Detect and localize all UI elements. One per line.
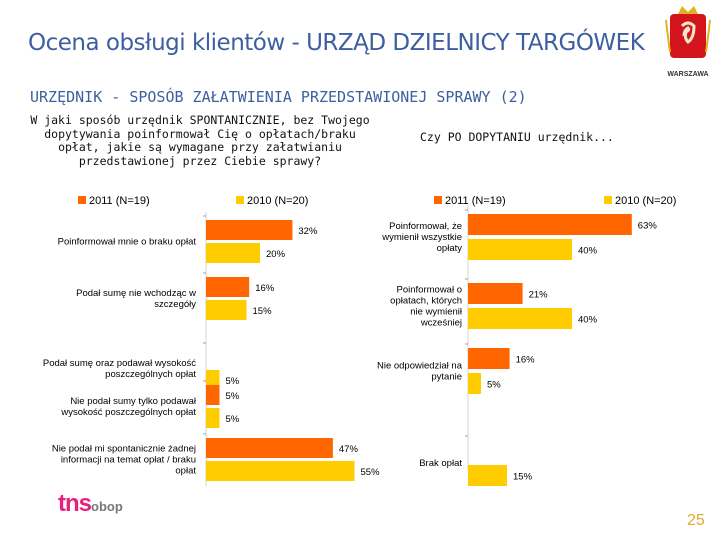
brand-main: tns — [58, 490, 92, 517]
data-label-0-1-1: 15% — [253, 306, 273, 317]
data-label-1-1-1: 40% — [578, 315, 598, 326]
data-label-1-0-0: 63% — [638, 221, 658, 232]
category-label-1-2: Nie odpowiedział na pytanie — [377, 361, 463, 383]
data-label-1-0-1: 21% — [529, 290, 549, 301]
category-label-0-4: Nie podał mi spontanicznie żadnej informa… — [52, 444, 197, 477]
legend-swatch-0-0 — [78, 196, 86, 204]
bar-0-1-1 — [206, 300, 247, 320]
data-label-0-1-2: 5% — [226, 376, 240, 387]
tns-obop-logo: tnsobop — [58, 490, 123, 518]
data-label-0-0-3: 5% — [226, 391, 240, 402]
category-label-1-0: Poinformował, że wymienił wszystkie opłaty — [381, 221, 462, 254]
left-question: W jaki sposób urzędnik SPONTANICZNIE, be… — [30, 113, 370, 168]
bar-0-0-0 — [206, 220, 293, 240]
category-label-0-0: Poinformował mnie o braku opłat — [58, 237, 197, 248]
bar-1-0-1 — [468, 283, 523, 304]
data-label-0-1-3: 5% — [226, 414, 240, 425]
legend-label-1-1: 2010 (N=20) — [615, 195, 676, 207]
bar-1-1-1 — [468, 308, 572, 329]
data-label-0-1-0: 20% — [266, 249, 286, 260]
bar-0-1-4 — [206, 461, 355, 481]
legend-label-1-0: 2011 (N=19) — [445, 195, 506, 207]
bar-1-1-3 — [468, 465, 507, 486]
page-number: 25 — [687, 512, 705, 529]
section-subtitle: URZĘDNIK - SPOSÓB ZAŁATWIENIA PRZEDSTAWI… — [30, 88, 527, 106]
category-label-0-2: Podał sumę oraz podawał wysokość poszczeg… — [43, 358, 196, 380]
shield-shape — [670, 14, 706, 58]
category-label-0-3: Nie podał sumy tylko podawał wysokość pos… — [60, 396, 197, 418]
data-label-1-1-2: 5% — [487, 380, 501, 391]
legend-label-0-1: 2010 (N=20) — [247, 195, 308, 207]
bar-1-0-2 — [468, 348, 510, 369]
data-label-0-0-0: 32% — [298, 226, 318, 237]
category-label-1-1: Poinformował o opłatach, których nie wymie… — [390, 285, 463, 329]
legend-label-0-0: 2011 (N=19) — [89, 195, 150, 207]
data-label-0-0-4: 47% — [339, 444, 359, 455]
bar-0-0-3 — [206, 385, 220, 405]
warszawa-coat-of-arms-logo: WARSZAWA — [665, 6, 711, 78]
bar-1-1-2 — [468, 373, 481, 394]
brand-sub: obop — [91, 499, 123, 514]
legend-swatch-1-1 — [604, 196, 612, 204]
page-title: Ocena obsługi klientów - URZĄD DZIELNICY… — [28, 30, 645, 56]
bar-0-1-3 — [206, 408, 220, 428]
mermaid-shape — [680, 21, 696, 44]
data-label-0-0-1: 16% — [255, 283, 275, 294]
data-label-1-1-0: 40% — [578, 246, 598, 257]
legend-swatch-1-0 — [434, 196, 442, 204]
right-question: Czy PO DOPYTANIU urzędnik... — [420, 130, 614, 144]
bar-0-0-1 — [206, 277, 250, 297]
bar-1-0-0 — [468, 214, 632, 235]
category-label-1-3: Brak opłat — [419, 458, 462, 469]
bar-0-0-4 — [206, 438, 333, 458]
category-label-0-1: Podał sumę nie wchodząc w szczegóły — [76, 288, 196, 310]
data-label-1-1-3: 15% — [513, 472, 533, 483]
data-label-1-0-2: 16% — [516, 355, 536, 366]
bar-1-1-0 — [468, 239, 572, 260]
data-label-0-1-4: 55% — [361, 467, 381, 478]
logo-text: WARSZAWA — [667, 71, 708, 78]
crown-shape — [678, 6, 698, 14]
bar-0-1-0 — [206, 243, 260, 263]
legend-swatch-0-1 — [236, 196, 244, 204]
